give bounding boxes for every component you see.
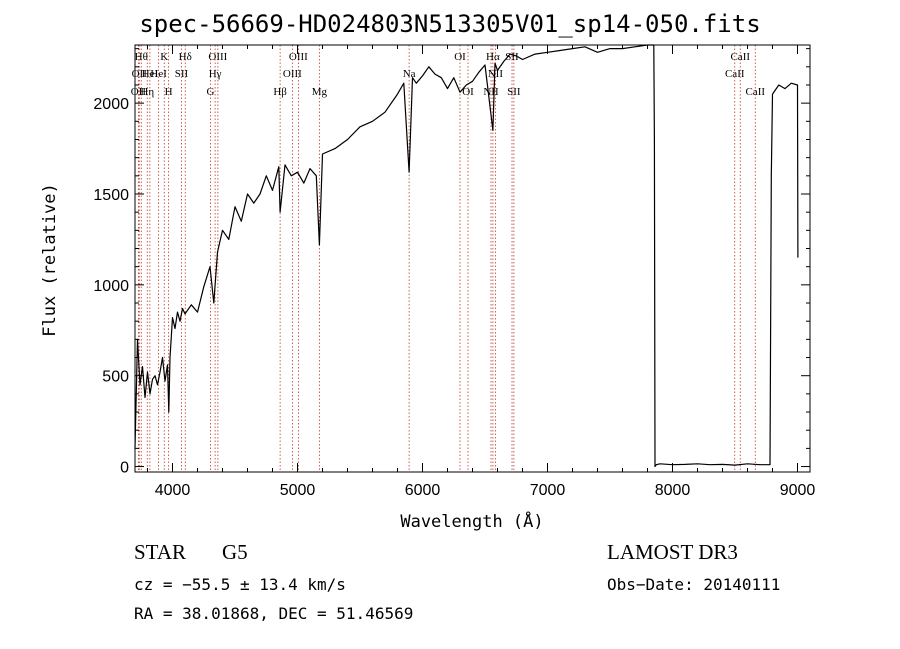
x-axis-label: Wavelength (Å) bbox=[400, 512, 544, 532]
survey-name: LAMOST DR3 bbox=[607, 540, 738, 564]
x-tick-label: 7000 bbox=[530, 482, 566, 499]
line-label: CaII bbox=[725, 68, 745, 80]
y-tick-label: 1500 bbox=[93, 187, 129, 204]
coordinates-info: RA = 38.01868, DEC = 51.46569 bbox=[134, 604, 414, 623]
observation-date: Obs−Date: 20140111 bbox=[607, 575, 781, 594]
x-tick-label: 9000 bbox=[780, 482, 816, 499]
line-label: SII bbox=[175, 68, 189, 80]
line-label: OII bbox=[132, 68, 148, 80]
line-label: NII bbox=[483, 86, 499, 98]
line-label: Hγ bbox=[209, 68, 222, 80]
spectrum-series bbox=[134, 44, 799, 468]
y-axis-ticks: 0 500 1000 1500 2000 bbox=[93, 48, 810, 477]
line-label: OI bbox=[462, 86, 474, 98]
x-tick-label: 8000 bbox=[655, 482, 691, 499]
y-tick-label: 1000 bbox=[93, 278, 129, 295]
line-label: Hα bbox=[486, 51, 500, 63]
x-axis-ticks: 4000 5000 6000 7000 8000 9000 bbox=[147, 45, 816, 499]
line-label: CaII bbox=[730, 51, 750, 63]
line-label: HeI bbox=[150, 68, 167, 80]
line-label: OIII bbox=[289, 51, 308, 63]
plot-frame bbox=[134, 44, 811, 473]
spectrum-line bbox=[134, 44, 799, 468]
emission-line-markers bbox=[137, 45, 756, 472]
emission-line-labels: OIIOIIHθHηHeIHeIKHSIIHδGHγOIIIHβOIIIOIII… bbox=[131, 51, 766, 98]
x-tick-label: 4000 bbox=[155, 482, 191, 499]
line-label: SII bbox=[507, 86, 521, 98]
redshift-info: cz = −55.5 ± 13.4 km/s bbox=[134, 575, 346, 594]
line-label: Hβ bbox=[273, 86, 287, 98]
line-label: NII bbox=[488, 68, 504, 80]
line-label: Na bbox=[403, 68, 416, 80]
line-label: Hη bbox=[140, 86, 154, 98]
line-label: OIII bbox=[283, 68, 302, 80]
chart-title: spec-56669-HD024803N513305V01_sp14-050.f… bbox=[139, 10, 761, 38]
line-label: Hθ bbox=[135, 51, 148, 63]
line-label: Hδ bbox=[179, 51, 192, 63]
x-tick-label: 5000 bbox=[280, 482, 316, 499]
y-axis-label: Flux (relative) bbox=[40, 183, 60, 337]
line-label: Mg bbox=[312, 86, 328, 98]
line-label: K bbox=[160, 51, 168, 63]
x-tick-label: 6000 bbox=[405, 482, 441, 499]
y-tick-label: 2000 bbox=[93, 96, 129, 113]
line-label: OI bbox=[454, 51, 466, 63]
subclass-label: G5 bbox=[222, 540, 248, 564]
y-tick-label: 0 bbox=[120, 460, 129, 477]
line-label: CaII bbox=[745, 86, 765, 98]
spectral-class: STAR G5 bbox=[134, 540, 248, 565]
line-label: HeI bbox=[142, 68, 159, 80]
line-label: SII bbox=[505, 51, 519, 63]
class-label: STAR bbox=[134, 540, 186, 564]
line-label: G bbox=[207, 86, 215, 98]
line-label: OIII bbox=[208, 51, 227, 63]
line-label: H bbox=[165, 86, 173, 98]
y-tick-label: 500 bbox=[102, 369, 129, 386]
